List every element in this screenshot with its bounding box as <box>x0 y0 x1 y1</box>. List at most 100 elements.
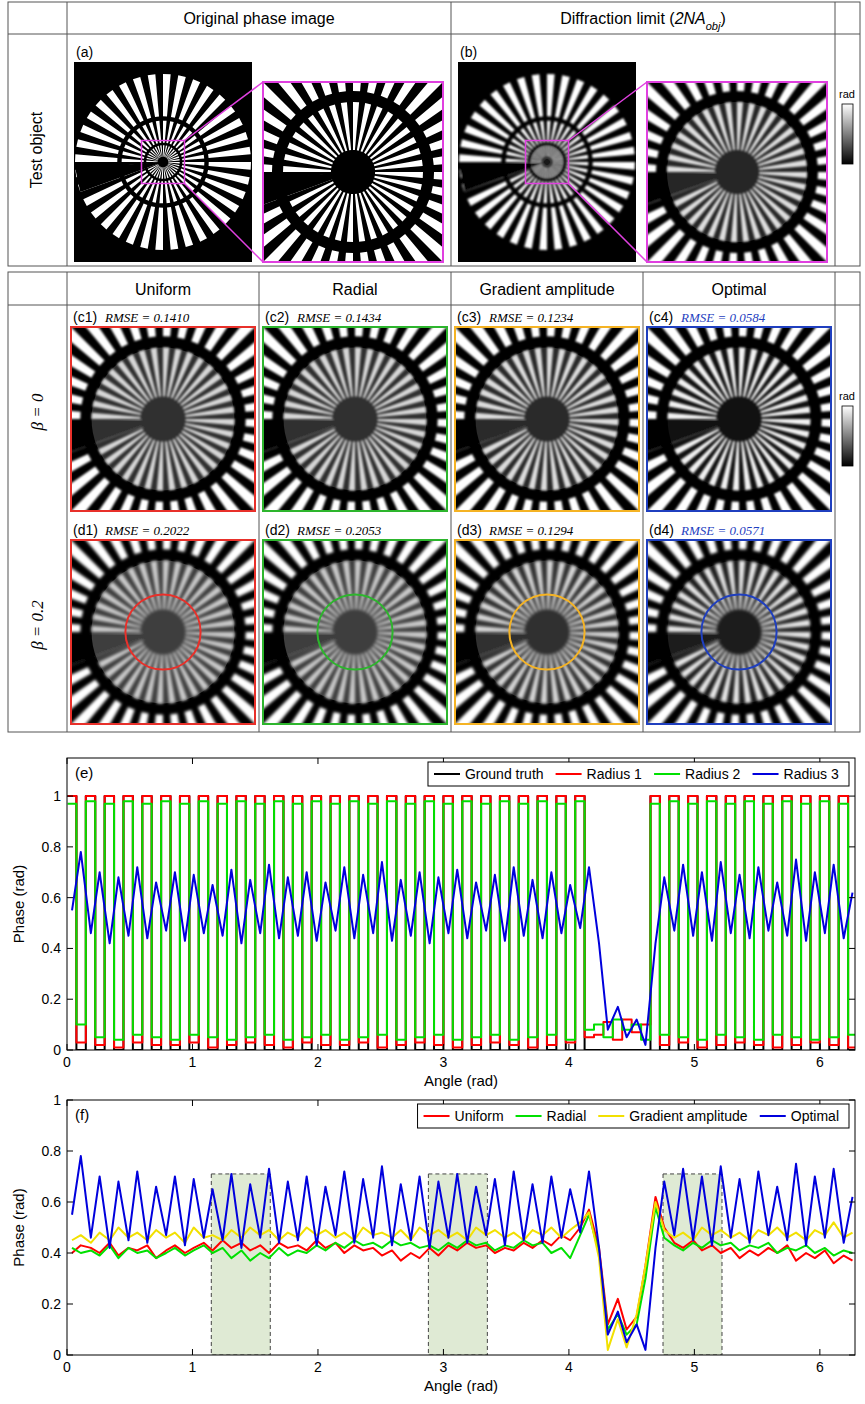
tick <box>694 1044 695 1050</box>
panel-label: (d2) <box>265 522 290 538</box>
column-header: Original phase image <box>183 10 334 27</box>
tick <box>67 1304 73 1305</box>
tick <box>192 1349 193 1355</box>
column-header: Optimal <box>711 281 766 298</box>
spokes <box>647 540 831 724</box>
image-bg <box>74 62 252 262</box>
phase-image <box>263 82 443 262</box>
siemens-star <box>455 327 639 511</box>
spokes <box>455 540 639 724</box>
plot-frame <box>67 758 855 1050</box>
tick-label: 1 <box>189 1359 197 1375</box>
ring-marker <box>125 594 200 669</box>
phase-image <box>455 327 639 511</box>
legend-swatch <box>598 1115 624 1117</box>
colorbar-label: rad <box>839 88 855 100</box>
row-label: Test object <box>28 111 45 188</box>
tick <box>849 897 855 898</box>
rmse-label: RMSE = 0.2022 <box>104 523 190 538</box>
rmse-label: RMSE = 0.0584 <box>680 310 766 325</box>
zoom-connector <box>569 82 648 141</box>
zoom-box <box>142 141 185 184</box>
legend: UniformRadialGradient amplitudeOptimal <box>418 1104 849 1128</box>
table-rule <box>643 272 644 732</box>
plot-bg <box>67 1100 855 1355</box>
tick <box>67 1100 68 1106</box>
spokes <box>284 348 427 491</box>
tick <box>849 1304 855 1305</box>
siemens-star <box>455 540 639 724</box>
tick-label: 4 <box>565 1054 573 1070</box>
tick <box>694 1349 695 1355</box>
spokes <box>92 348 235 491</box>
header-part: Diffraction limit ( <box>560 10 675 27</box>
series-line <box>72 1207 852 1335</box>
spokes <box>263 327 447 511</box>
tick-label: 0.4 <box>42 940 62 956</box>
tick-label: 2 <box>314 1359 322 1375</box>
tick <box>849 948 855 949</box>
spokes <box>647 82 827 262</box>
tick <box>192 1100 193 1106</box>
missing-sector <box>263 173 336 262</box>
phase-image <box>458 62 636 262</box>
spokes <box>647 327 831 511</box>
panel-label: (e) <box>75 764 93 781</box>
missing-sector <box>459 162 543 192</box>
tick-label: 0 <box>53 1042 61 1058</box>
tick-label: 0.8 <box>42 1143 62 1159</box>
axis-title: Angle (rad) <box>424 1072 498 1089</box>
tick-label: 1 <box>189 1054 197 1070</box>
zoom-box <box>526 141 569 184</box>
rmse-label: RMSE = 0.0571 <box>680 523 765 538</box>
spokes <box>71 540 255 724</box>
header-part: 2NA <box>674 10 706 27</box>
tick <box>67 1349 68 1355</box>
top-table: Test object Original phase image Diffracti… <box>0 0 865 540</box>
zoom-connector <box>569 184 648 263</box>
tick <box>568 1349 569 1355</box>
panel-border <box>455 540 639 724</box>
panel-border <box>647 327 831 511</box>
chart: 012345600.20.40.60.81Angle (rad)Phase (r… <box>10 758 857 1089</box>
tick <box>67 1202 73 1203</box>
spokes <box>71 540 255 724</box>
legend-label: Gradient amplitude <box>629 1108 748 1124</box>
tick-label: 2 <box>314 1054 322 1070</box>
panel-label: (d3) <box>457 522 482 538</box>
panel-border <box>263 327 447 511</box>
colorbar <box>842 104 853 164</box>
shaded-region <box>663 1174 722 1355</box>
legend-label: Optimal <box>791 1108 839 1124</box>
legend-swatch <box>424 1115 450 1117</box>
legend-label: Radius 1 <box>587 766 642 782</box>
zoom-border <box>647 82 827 262</box>
rmse-label: RMSE = 0.1234 <box>488 310 574 325</box>
spokes <box>92 561 235 704</box>
tick <box>67 948 73 949</box>
spokes <box>476 348 619 491</box>
series-line <box>68 796 855 1050</box>
legend-swatch <box>516 1115 542 1117</box>
tick <box>849 1100 855 1101</box>
tick-label: 0 <box>63 1359 71 1375</box>
siemens-star <box>263 540 447 724</box>
tick-label: 6 <box>816 1054 824 1070</box>
center-dot <box>340 159 366 185</box>
table-rule <box>8 305 860 306</box>
legend-swatch <box>654 773 680 775</box>
colorbar-label: rad <box>839 390 855 402</box>
siemens-star <box>71 327 255 511</box>
spokes <box>668 561 811 704</box>
siemens-star <box>71 540 255 724</box>
spokes <box>263 82 443 262</box>
tick-label: 1 <box>53 1092 61 1108</box>
tick-label: 0 <box>63 1054 71 1070</box>
zoom-connector <box>185 184 264 263</box>
axis-title: Phase (rad) <box>10 1188 27 1266</box>
colorbar <box>842 406 853 466</box>
tick <box>67 758 68 764</box>
tick <box>67 897 73 898</box>
spokes <box>71 327 255 511</box>
shaded-region <box>211 1174 270 1355</box>
